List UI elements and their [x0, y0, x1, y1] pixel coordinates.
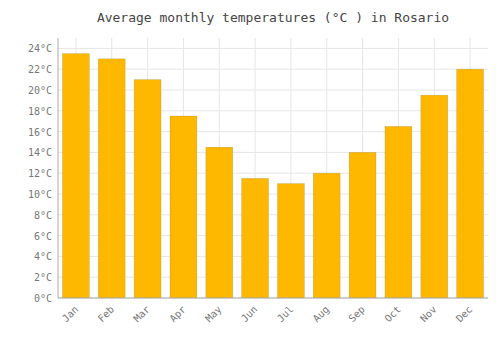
- x-tick-label: Apr: [167, 304, 188, 325]
- y-tick-label: 16°C: [28, 127, 52, 138]
- bar: [206, 147, 233, 298]
- bar: [98, 59, 125, 298]
- y-tick-label: 2°C: [34, 272, 52, 283]
- x-tick-label: Dec: [454, 304, 475, 325]
- y-axis-line: [58, 38, 59, 298]
- y-tick-label: 22°C: [28, 64, 52, 75]
- bar: [277, 184, 304, 298]
- y-tick-label: 8°C: [34, 210, 52, 221]
- bar: [385, 126, 412, 298]
- y-tick-label: 12°C: [28, 168, 52, 179]
- y-grid-line: [58, 298, 488, 299]
- y-tick-label: 24°C: [28, 43, 52, 54]
- y-tick-label: 20°C: [28, 85, 52, 96]
- y-tick-label: 10°C: [28, 189, 52, 200]
- x-tick-label: Jul: [275, 304, 296, 325]
- bar: [457, 69, 484, 298]
- y-tick-label: 4°C: [34, 251, 52, 262]
- bar: [242, 178, 269, 298]
- y-tick-label: 14°C: [28, 147, 52, 158]
- x-tick-label: Feb: [96, 304, 117, 325]
- chart-svg: Average monthly temperatures (°C ) in Ro…: [0, 0, 500, 350]
- x-axis-line: [58, 298, 488, 299]
- bar: [313, 173, 340, 298]
- x-tick-label: Nov: [418, 304, 439, 325]
- x-tick-label: Oct: [382, 304, 403, 325]
- y-grid-line: [58, 48, 488, 49]
- bar: [134, 80, 161, 298]
- x-tick-label: Jun: [239, 304, 260, 325]
- x-tick-label: Sep: [346, 304, 367, 325]
- x-tick-label: May: [203, 304, 224, 325]
- x-tick-label: Jan: [60, 304, 81, 325]
- grid: [58, 38, 488, 298]
- y-tick-label: 18°C: [28, 106, 52, 117]
- bar: [170, 116, 197, 298]
- bar: [421, 95, 448, 298]
- x-tick-label: Aug: [311, 304, 332, 325]
- tick-labels: 0°C 2°C 4°C 6°C 8°C 10°C 12°C 14°C 16°C 18°C 20°C 2…: [28, 43, 475, 324]
- chart-container: Average monthly temperatures (°C ) in Ro…: [0, 0, 500, 350]
- y-tick-label: 6°C: [34, 231, 52, 242]
- x-tick-label: Mar: [131, 304, 152, 325]
- bars: [62, 54, 483, 298]
- bar: [349, 152, 376, 298]
- chart-title: Average monthly temperatures (°C ) in Ro…: [97, 10, 449, 25]
- y-tick-label: 0°C: [34, 293, 52, 304]
- bar: [62, 54, 89, 298]
